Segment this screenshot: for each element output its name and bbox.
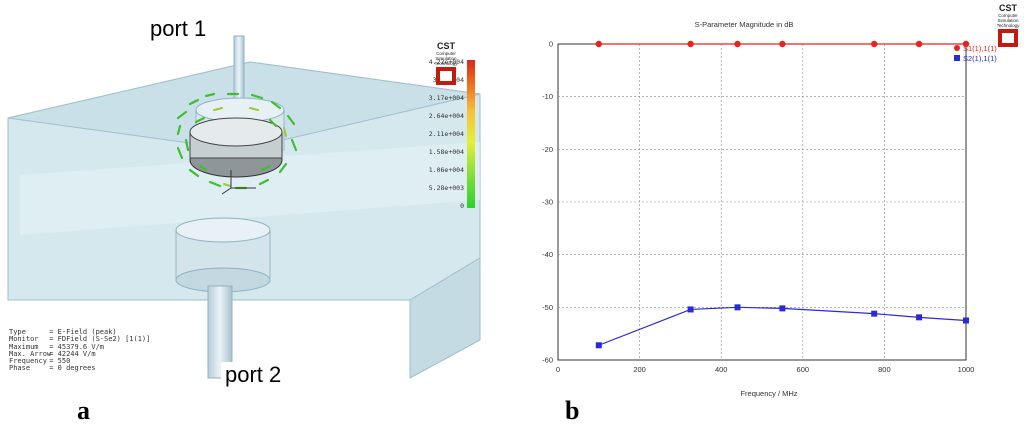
y-tick-label: -50 bbox=[542, 303, 553, 312]
x-tick-labels: 0 200 400 600 800 1000 bbox=[556, 365, 974, 374]
panel-a-label: a bbox=[77, 396, 90, 425]
colorbar-tick-label: 2.64e+004 bbox=[428, 112, 464, 120]
legend-label: S2(1),1(1) bbox=[963, 53, 997, 63]
field-view bbox=[7, 30, 481, 385]
x-tick-label: 1000 bbox=[958, 365, 975, 374]
legend-item-s21: S2(1),1(1) bbox=[954, 53, 997, 63]
cst-logo-subtitle1: Computer Simulation bbox=[435, 51, 457, 61]
colorbar-tick-label: 1.58e+004 bbox=[428, 148, 464, 156]
monitor-info: Type = E-Field (peak) Monitor = FDField (… bbox=[9, 328, 151, 373]
cst-logo-subtitle2: Technology bbox=[434, 61, 458, 66]
chart-title: S-Parameter Magnitude in dB bbox=[695, 20, 794, 29]
legend-marker-circle bbox=[954, 45, 960, 51]
monitor-info-key: Frequency bbox=[9, 357, 47, 366]
monitor-info-value: = E-Field (peak) bbox=[45, 328, 117, 336]
x-axis-label: Frequency / MHz bbox=[740, 389, 797, 398]
y-tick-labels: 0 -10 -20 -30 -40 -50 -60 bbox=[542, 40, 553, 365]
cst-logo-b: CST Computer Simulation Technology bbox=[990, 4, 1026, 47]
waveguide bbox=[7, 61, 481, 379]
port2-probe bbox=[175, 217, 271, 379]
data-point-circle bbox=[779, 40, 786, 48]
data-point-circle bbox=[915, 40, 923, 48]
monitor-info-row: Maximum = 45379.6 V/m bbox=[9, 342, 150, 351]
monitor-info-key: Monitor bbox=[9, 335, 39, 344]
data-point-circle bbox=[871, 40, 878, 48]
y-tick-label: -40 bbox=[542, 250, 553, 259]
y-tick-label: -30 bbox=[542, 198, 553, 207]
data-point-square bbox=[916, 314, 923, 321]
legend-marker-square bbox=[954, 55, 960, 61]
data-point-circle bbox=[962, 40, 970, 48]
resonator-disk bbox=[189, 117, 283, 178]
colorbar-tick-label: 0 bbox=[460, 202, 464, 210]
cst-logo-title: CST bbox=[437, 41, 455, 51]
grid bbox=[558, 44, 966, 360]
cst-logo-subtitle2: Technology bbox=[996, 23, 1020, 28]
colorbar-tick-label: 5.28e+003 bbox=[428, 184, 464, 192]
monitor-info-value: = 0 degrees bbox=[45, 364, 96, 373]
cst-logo-title: CST bbox=[999, 3, 1017, 13]
y-tick-label: -20 bbox=[542, 145, 553, 154]
cst-logo-emblem bbox=[436, 67, 456, 85]
series-line-2 bbox=[598, 306, 967, 346]
x-tick-label: 200 bbox=[633, 365, 646, 374]
colorbar-tick-label: 1.06e+004 bbox=[428, 166, 464, 174]
cst-logo-subtitle1: Computer Simulation bbox=[997, 13, 1019, 23]
cst-logo-a: CST Computer Simulation Technology bbox=[429, 42, 463, 85]
cst-logo-emblem bbox=[998, 29, 1018, 47]
x-tick-label: 600 bbox=[797, 365, 810, 374]
monitor-info-value: = 42244 V/m bbox=[45, 349, 96, 358]
panel-a: 4.22e+0043.7e+0043.17e+0042.64e+0042.11e… bbox=[0, 0, 490, 428]
monitor-info-key: Maximum bbox=[9, 342, 39, 351]
legend-label: S1(1),1(1) bbox=[963, 43, 997, 53]
x-tick-label: 400 bbox=[715, 365, 728, 374]
monitor-info-value: = 45379.6 V/m bbox=[45, 342, 105, 351]
monitor-info-key: Max. Arrow bbox=[9, 349, 52, 358]
y-tick-label: 0 bbox=[549, 40, 553, 49]
data-point-square bbox=[963, 317, 969, 324]
monitor-info-value: = FDField (S-Se2) [1(1)] bbox=[45, 335, 151, 344]
data-point-square bbox=[871, 310, 878, 317]
port2-label: port 2 bbox=[221, 362, 286, 388]
data-point-square bbox=[595, 342, 602, 349]
monitor-info-row: Phase = 0 degrees bbox=[9, 364, 150, 373]
panel-b: S-Parameter Magnitude in dB 0 200 400 600 80… bbox=[510, 0, 1035, 428]
monitor-info-row: Type = E-Field (peak) bbox=[9, 328, 150, 336]
data-point-circle bbox=[734, 40, 741, 48]
x-tick-label: 800 bbox=[878, 365, 891, 374]
colorbar bbox=[467, 60, 475, 208]
x-tick-label: 0 bbox=[556, 365, 560, 374]
y-tick-label: -10 bbox=[542, 92, 553, 101]
colorbar-tick-label: 4.22e+004 bbox=[428, 58, 464, 66]
panel-b-label: b bbox=[565, 396, 580, 425]
colorbar-tick-label: 2.11e+004 bbox=[428, 130, 464, 138]
field-arrows-hot bbox=[213, 107, 287, 187]
port1-label: port 1 bbox=[146, 16, 211, 42]
data-point-square bbox=[734, 304, 741, 311]
monitor-info-value: = 550 bbox=[45, 357, 71, 366]
monitor-info-row: Frequency = 550 bbox=[9, 357, 150, 366]
data-point-circle bbox=[595, 40, 602, 48]
monitor-info-row: Monitor = FDField (S-Se2) [1(1)] bbox=[9, 335, 151, 344]
monitor-info-key: Phase bbox=[9, 364, 31, 373]
legend-item-s11: S1(1),1(1) bbox=[954, 43, 997, 53]
s-parameter-chart: S-Parameter Magnitude in dB 0 200 400 600 80… bbox=[542, 20, 974, 398]
series bbox=[595, 40, 970, 349]
monitor-info-row: Max. Arrow = 42244 V/m bbox=[9, 349, 150, 358]
chart-legend: S1(1),1(1) S2(1),1(1) bbox=[954, 43, 997, 63]
data-point-square bbox=[687, 306, 694, 313]
axis-triad bbox=[221, 170, 256, 195]
colorbar-tick-label: 3.17e+004 bbox=[428, 94, 464, 102]
y-tick-label: -60 bbox=[542, 356, 553, 365]
monitor-info-key: Type bbox=[9, 328, 26, 336]
data-point-square bbox=[779, 305, 786, 312]
data-point-circle bbox=[687, 40, 694, 48]
